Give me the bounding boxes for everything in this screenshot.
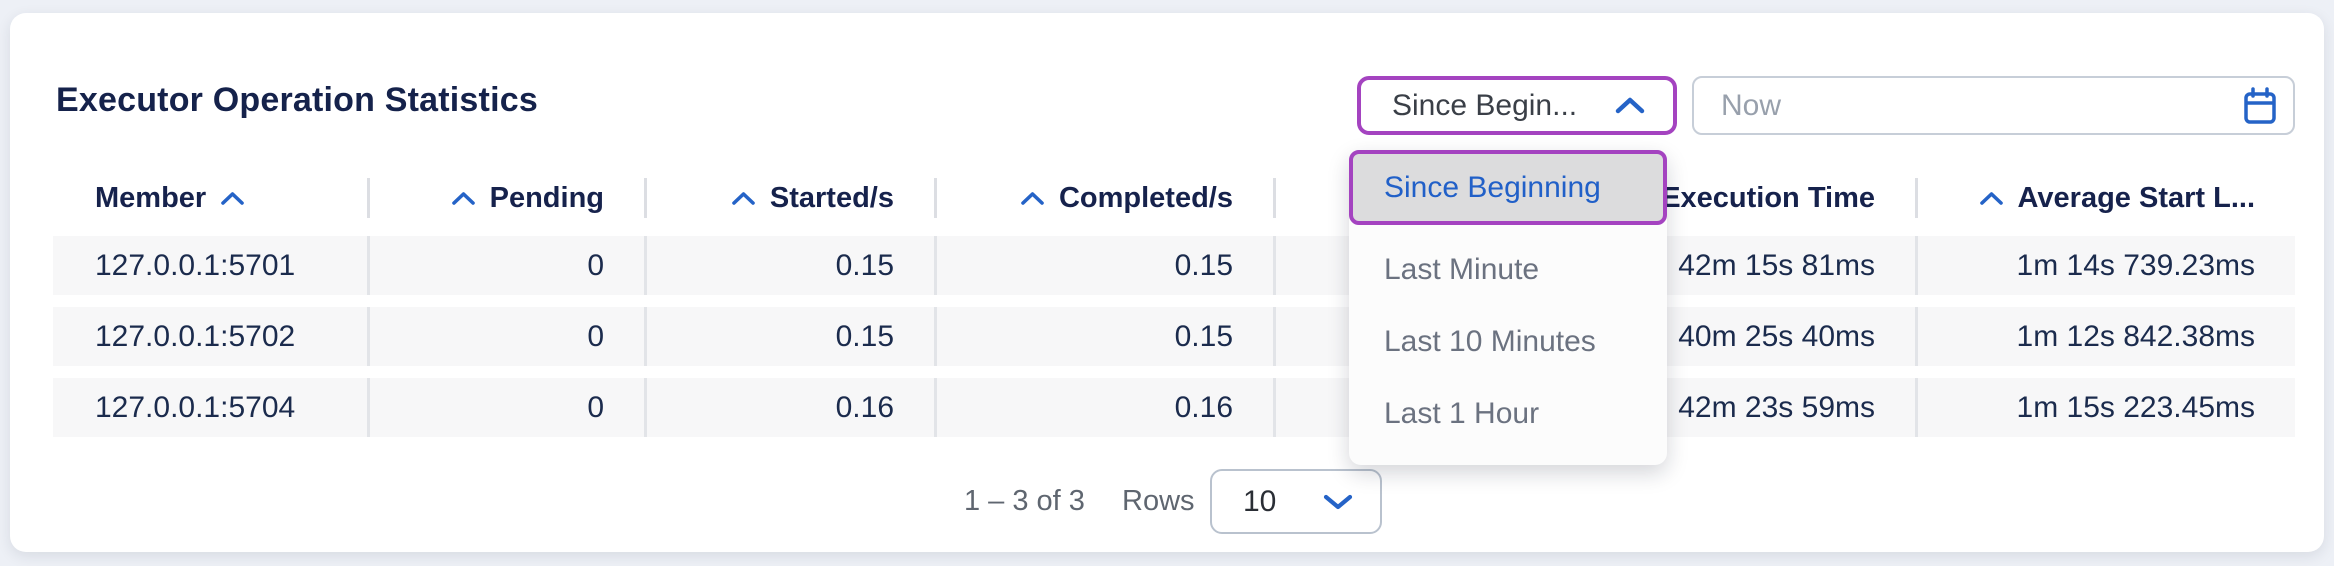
cell-started-per-s: 0.15 [644, 236, 934, 295]
cell-completed-per-s: 0.15 [934, 236, 1273, 295]
pagination-range: 1 – 3 of 3 [964, 485, 1085, 517]
cell-average-start-latency: 1m 12s 842.38ms [1915, 307, 2295, 366]
rows-per-page-value: 10 [1243, 484, 1277, 518]
chevron-down-icon [1322, 492, 1354, 512]
cell-member: 127.0.0.1:5704 [95, 390, 296, 424]
calendar-icon[interactable] [2242, 86, 2278, 126]
menu-item-last-1-hour[interactable]: Last 1 Hour [1384, 397, 1540, 430]
time-picker-input[interactable] [1721, 88, 2242, 123]
cell-pending: 0 [367, 236, 644, 295]
time-range-select-value: Since Begin... [1392, 88, 1578, 122]
cell-execution-time: 40m 25s 40ms [1678, 319, 1875, 353]
rows-per-page-select[interactable]: 10 [1210, 469, 1382, 534]
column-header-label: Completed/s [1058, 181, 1233, 214]
cell-member: 127.0.0.1:5702 [95, 319, 296, 353]
chevron-up-icon [1613, 95, 1647, 116]
rows-per-page-label: Rows [1122, 485, 1195, 517]
sort-asc-icon [1019, 190, 1046, 207]
cell-completed-per-s: 0.16 [934, 378, 1273, 437]
column-header-member[interactable]: Member [53, 173, 367, 223]
table-row: 127.0.0.1:5702 0 0.15 0.15 40m 25s 40ms … [53, 307, 2295, 366]
sort-asc-icon [450, 190, 477, 207]
table-row: 127.0.0.1:5701 0 0.15 0.15 42m 15s 81ms … [53, 236, 2295, 295]
cell-average-start-latency: 1m 15s 223.45ms [1915, 378, 2295, 437]
column-header-label: Member [95, 181, 207, 214]
executor-statistics-card: Executor Operation Statistics Since Begi… [10, 13, 2324, 552]
table-header-row: Member Pending Started/s Completed/s [53, 173, 2295, 223]
column-header-label: Average Start L... [2017, 181, 2255, 214]
cell-obscured [1273, 236, 1580, 295]
sort-asc-icon [219, 190, 246, 207]
time-range-select[interactable]: Since Begin... [1357, 76, 1677, 135]
column-header-completed-per-s[interactable]: Completed/s [934, 173, 1273, 223]
pagination-bar: 1 – 3 of 3 Rows 10 [10, 469, 2324, 534]
menu-item-last-10-minutes[interactable]: Last 10 Minutes [1384, 325, 1596, 358]
cell-started-per-s: 0.16 [644, 378, 934, 437]
column-header-started-per-s[interactable]: Started/s [644, 173, 934, 223]
page-title: Executor Operation Statistics [56, 81, 538, 119]
cell-execution-time: 42m 23s 59ms [1678, 390, 1875, 424]
cell-started-per-s: 0.15 [644, 307, 934, 366]
cell-pending: 0 [367, 307, 644, 366]
cell-obscured [1273, 307, 1580, 366]
menu-item-since-beginning[interactable]: Since Beginning [1349, 150, 1667, 225]
cell-member: 127.0.0.1:5701 [95, 248, 296, 282]
menu-item-last-minute[interactable]: Last Minute [1384, 253, 1540, 286]
cell-execution-time: 42m 15s 81ms [1678, 248, 1875, 282]
column-header-label: Execution Time [1661, 181, 1875, 214]
time-picker-field [1692, 76, 2295, 135]
column-header-average-start-latency[interactable]: Average Start L... [1915, 173, 2295, 223]
time-range-dropdown-menu: Since Beginning Last Minute Last 10 Minu… [1349, 150, 1667, 465]
sort-asc-icon [730, 190, 757, 207]
column-header-pending[interactable]: Pending [367, 173, 644, 223]
column-header-label: Started/s [769, 181, 894, 214]
cell-average-start-latency: 1m 14s 739.23ms [1915, 236, 2295, 295]
table-row: 127.0.0.1:5704 0 0.16 0.16 42m 23s 59ms … [53, 378, 2295, 437]
sort-asc-icon [1978, 190, 2005, 207]
column-header-label: Pending [489, 181, 604, 214]
cell-completed-per-s: 0.15 [934, 307, 1273, 366]
cell-obscured [1273, 378, 1580, 437]
cell-pending: 0 [367, 378, 644, 437]
